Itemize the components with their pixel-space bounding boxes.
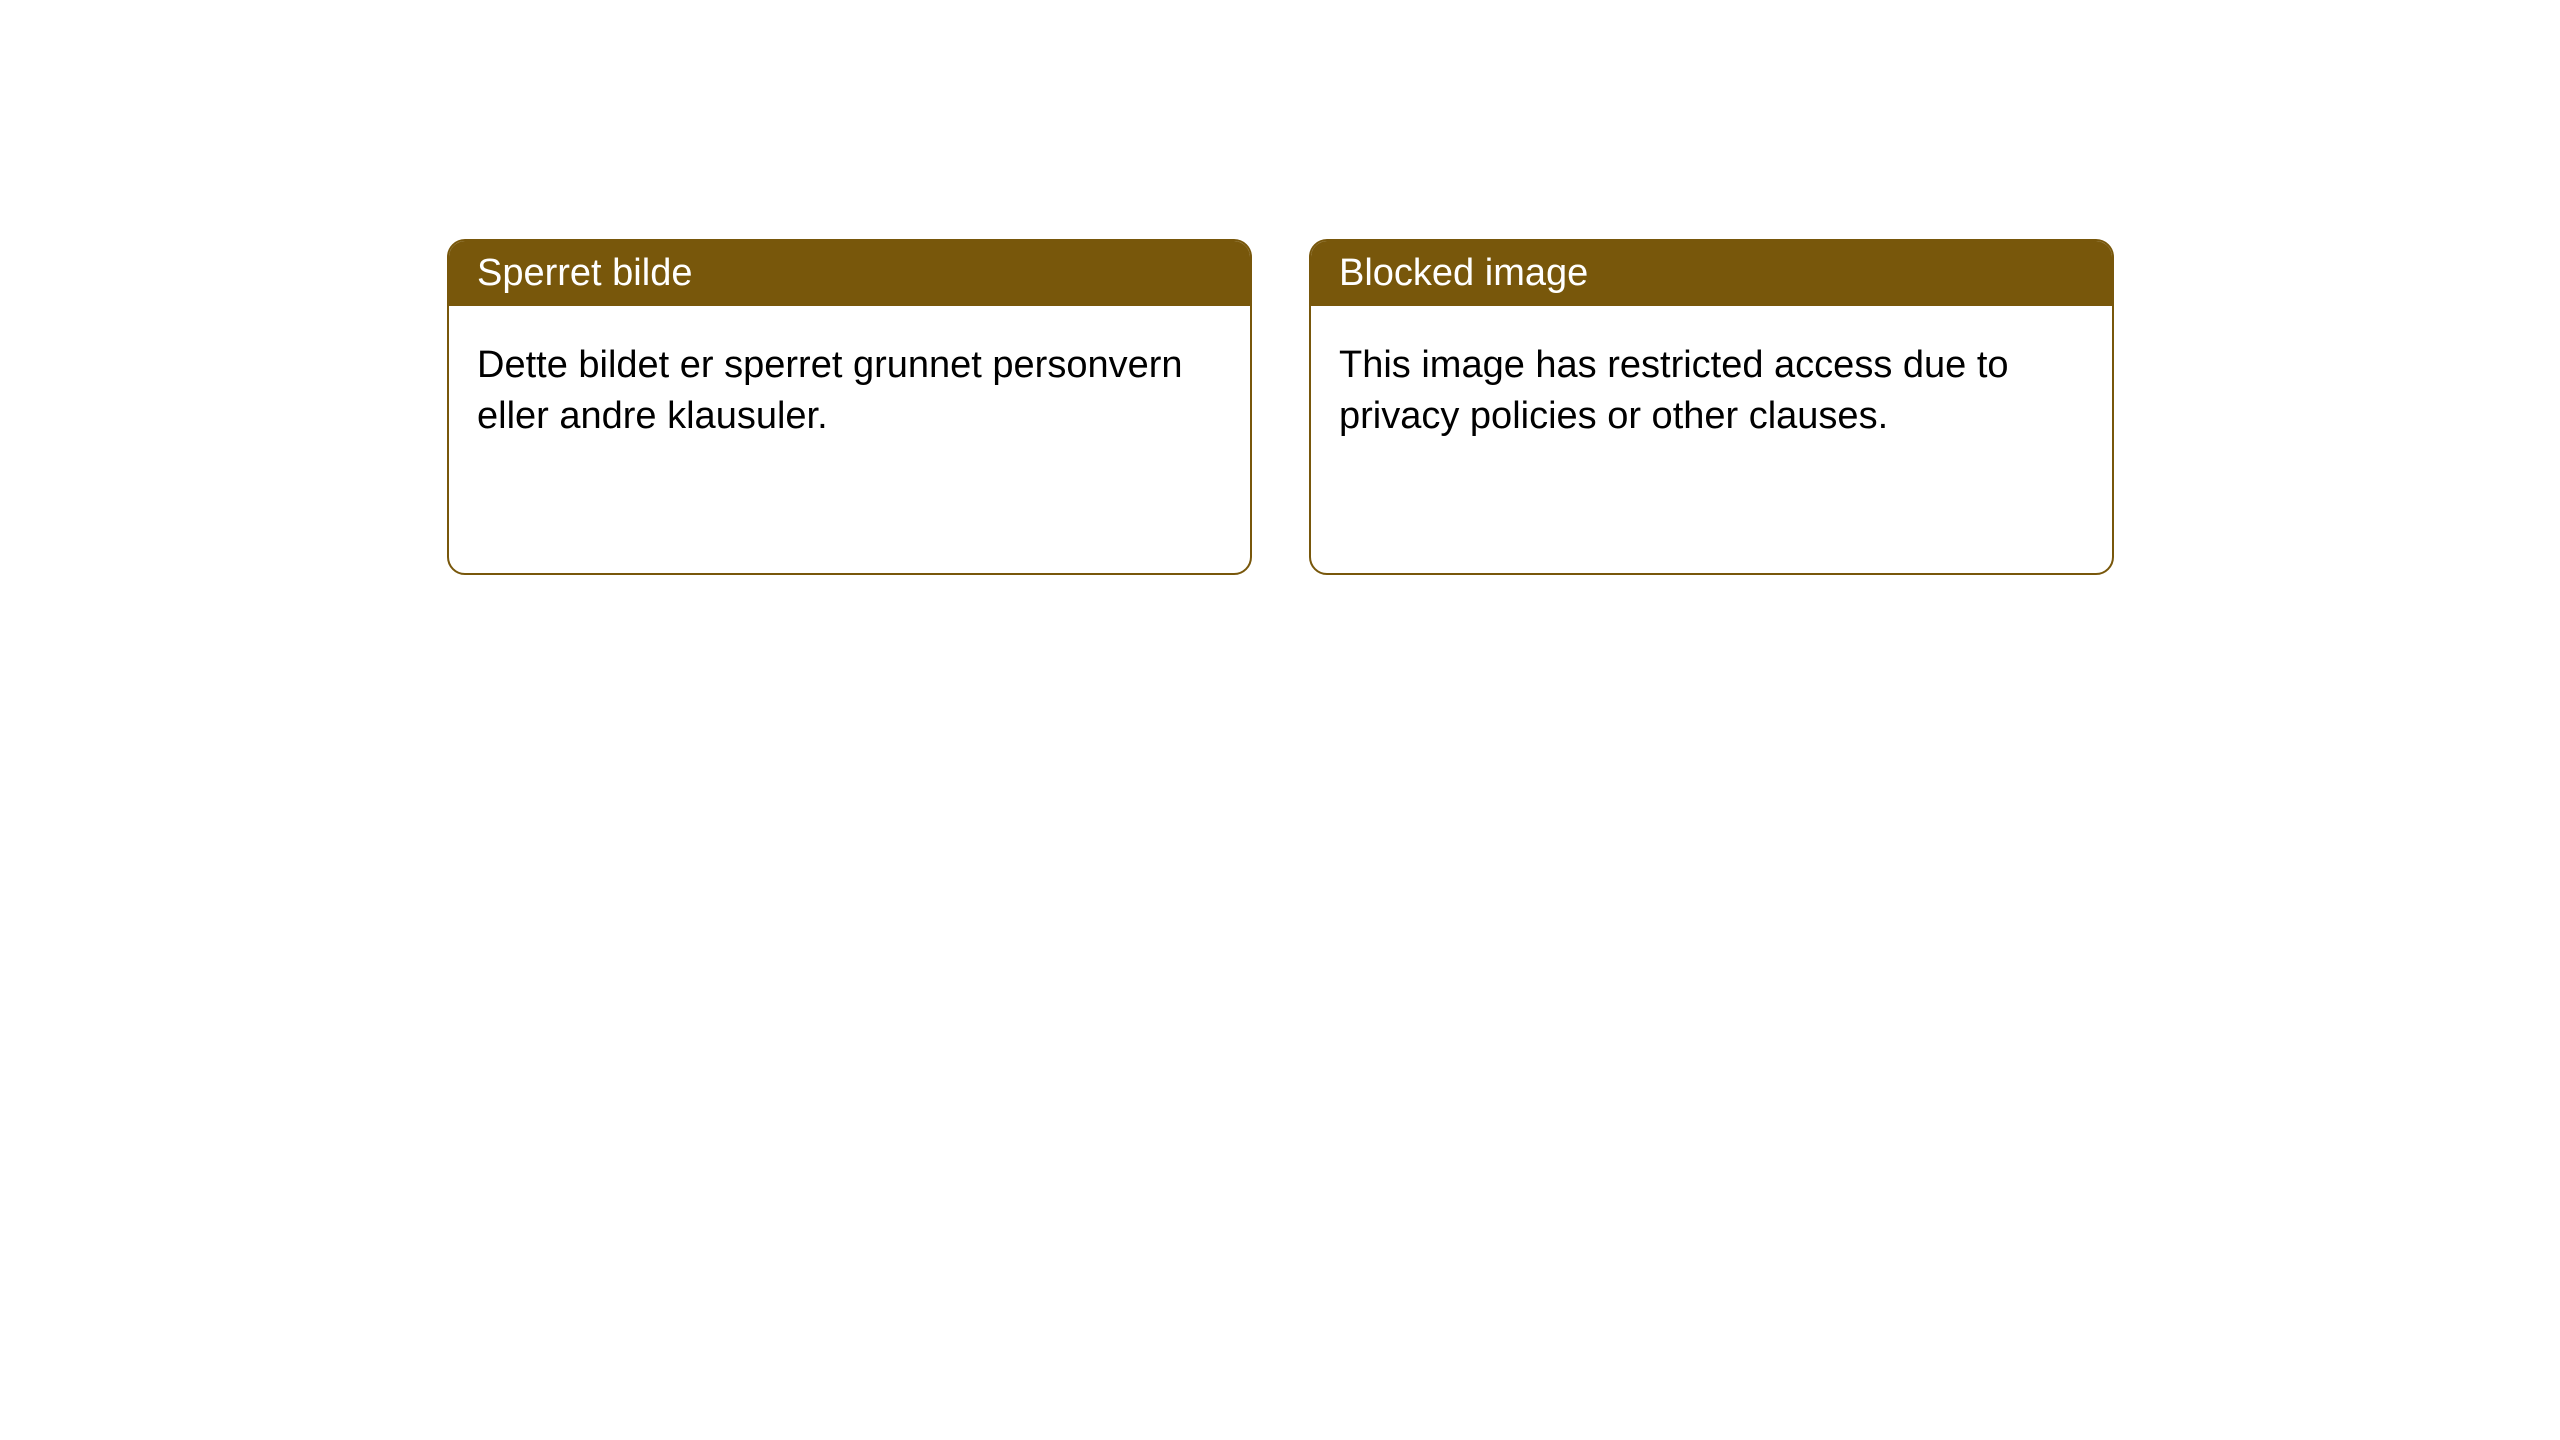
- card-header: Blocked image: [1311, 241, 2112, 306]
- notice-card-norwegian: Sperret bilde Dette bildet er sperret gr…: [447, 239, 1252, 575]
- card-message: Dette bildet er sperret grunnet personve…: [477, 344, 1183, 437]
- card-message: This image has restricted access due to …: [1339, 344, 2009, 437]
- notice-cards-container: Sperret bilde Dette bildet er sperret gr…: [447, 239, 2114, 575]
- card-title: Sperret bilde: [477, 252, 692, 294]
- notice-card-english: Blocked image This image has restricted …: [1309, 239, 2114, 575]
- card-title: Blocked image: [1339, 252, 1588, 294]
- card-header: Sperret bilde: [449, 241, 1250, 306]
- card-body: Dette bildet er sperret grunnet personve…: [449, 306, 1250, 477]
- card-body: This image has restricted access due to …: [1311, 306, 2112, 477]
